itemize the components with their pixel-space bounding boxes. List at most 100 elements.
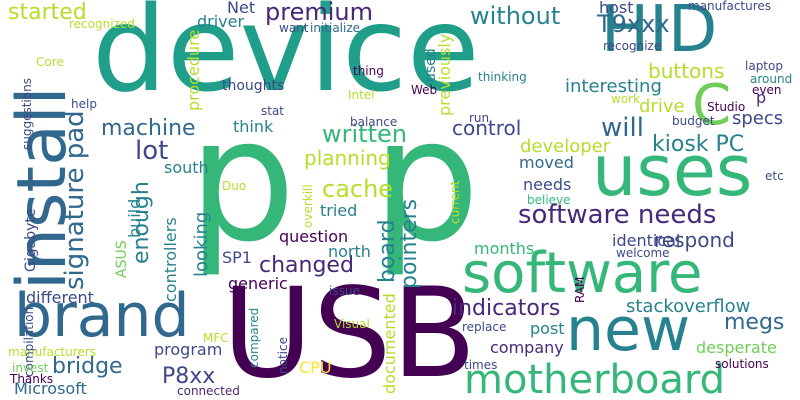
cloud-word: driver — [197, 12, 245, 31]
cloud-word: thoughts — [222, 78, 285, 94]
cloud-word: budget — [672, 114, 715, 128]
cloud-word: Duo — [222, 179, 247, 193]
cloud-word: needs — [523, 175, 572, 194]
cloud-word: CPU — [299, 358, 332, 377]
cloud-word: different — [26, 288, 94, 307]
cloud-word: etc — [765, 169, 784, 183]
cloud-word: p — [372, 82, 480, 280]
cloud-word: invest — [12, 361, 49, 375]
cloud-word: issue — [329, 284, 360, 298]
cloud-word: software — [462, 241, 703, 306]
cloud-word: overkill — [301, 184, 315, 228]
cloud-word: compared — [247, 307, 261, 368]
cloud-word: post — [530, 319, 565, 338]
cloud-word: notice — [276, 337, 290, 374]
cloud-word: started — [8, 0, 87, 25]
cloud-word: program — [154, 340, 223, 359]
cloud-word: interesting — [565, 76, 662, 97]
cloud-word: will — [601, 113, 644, 143]
cloud-word: indicators — [452, 296, 561, 321]
cloud-word: Intel — [348, 88, 375, 102]
cloud-word: buttons — [648, 59, 725, 83]
cloud-word: megs — [724, 310, 785, 335]
cloud-word: generic — [228, 274, 288, 293]
cloud-word: looking — [191, 211, 212, 277]
cloud-word: cache — [322, 175, 394, 203]
cloud-word: replace — [462, 320, 507, 334]
cloud-word: company — [490, 338, 564, 357]
cloud-word: used — [423, 48, 439, 82]
cloud-word: control — [452, 116, 522, 140]
cloud-word: manufactures — [688, 0, 772, 13]
cloud-word: Net — [227, 0, 256, 17]
cloud-word: balance — [350, 115, 398, 129]
cloud-word: board — [375, 219, 400, 283]
cloud-word: USB — [222, 262, 477, 400]
cloud-word: drive — [639, 96, 685, 117]
cloud-word: even — [752, 83, 782, 97]
cloud-word: without — [470, 2, 561, 30]
cloud-word: changed — [259, 253, 354, 278]
cloud-word: Visual — [334, 317, 370, 331]
cloud-word: laptop — [745, 59, 783, 73]
cloud-word: motherboard — [464, 357, 726, 400]
cloud-word: thing — [353, 64, 384, 78]
cloud-word: device — [92, 0, 480, 118]
cloud-word: software needs — [518, 200, 717, 230]
cloud-word: P8xx — [162, 364, 216, 389]
cloud-word: desperate — [696, 338, 777, 357]
cloud-word: developer — [520, 136, 611, 157]
cloud-word: thinking — [478, 70, 527, 84]
cloud-word: machine — [101, 116, 196, 141]
cloud-word: stackoverflow — [626, 296, 751, 317]
cloud-word: specs — [732, 108, 784, 129]
cloud-word: build — [125, 198, 144, 238]
cloud-word: Thanks — [10, 372, 54, 386]
cloud-word: respond — [654, 228, 735, 252]
cloud-word: believe — [527, 193, 571, 207]
cloud-word: months — [474, 239, 535, 258]
cloud-word: work — [611, 92, 641, 106]
cloud-word: recognized — [69, 17, 135, 31]
cloud-word: identical — [612, 231, 681, 250]
cloud-word: planning — [304, 146, 391, 170]
cloud-word: C — [692, 73, 732, 138]
cloud-word: question — [279, 227, 349, 246]
cloud-word: written — [322, 120, 407, 148]
cloud-word: solutions — [715, 357, 769, 371]
cloud-word: think — [233, 117, 274, 136]
cloud-word: run — [469, 111, 490, 125]
cloud-word: brand — [14, 281, 190, 351]
cloud-word: p — [756, 88, 767, 107]
cloud-word: current — [448, 180, 462, 224]
cloud-word: moved — [519, 153, 574, 172]
cloud-word: Microsoft — [14, 379, 87, 398]
cloud-word: recognize — [603, 39, 662, 53]
cloud-word: Studio — [707, 100, 746, 114]
cloud-word: premium — [265, 0, 373, 26]
cloud-word: procedure — [184, 29, 203, 111]
cloud-word: ASUS — [114, 240, 130, 278]
cloud-word: connected — [177, 384, 240, 398]
cloud-word: bridge — [52, 354, 123, 379]
cloud-word: T9xxx — [597, 10, 670, 38]
cloud-word: documented — [380, 293, 399, 394]
cloud-word: p — [188, 82, 296, 280]
cloud-word: welcome — [616, 246, 670, 260]
cloud-word: lot — [135, 136, 169, 166]
cloud-word: around — [750, 72, 793, 86]
cloud-word: uses — [592, 130, 753, 212]
cloud-word: controllers — [161, 217, 180, 302]
cloud-word: MFC — [203, 331, 229, 345]
cloud-word: manufacturers — [8, 345, 96, 359]
cloud-word: HID — [601, 0, 718, 67]
cloud-word: previously — [435, 33, 454, 116]
cloud-word: south — [164, 158, 209, 177]
cloud-word: initialize — [310, 21, 361, 35]
cloud-word: RAM — [573, 276, 587, 303]
cloud-word: north — [328, 242, 371, 261]
cloud-word: pointers — [397, 198, 422, 289]
cloud-word: new — [566, 295, 691, 365]
cloud-word: want — [279, 21, 309, 35]
